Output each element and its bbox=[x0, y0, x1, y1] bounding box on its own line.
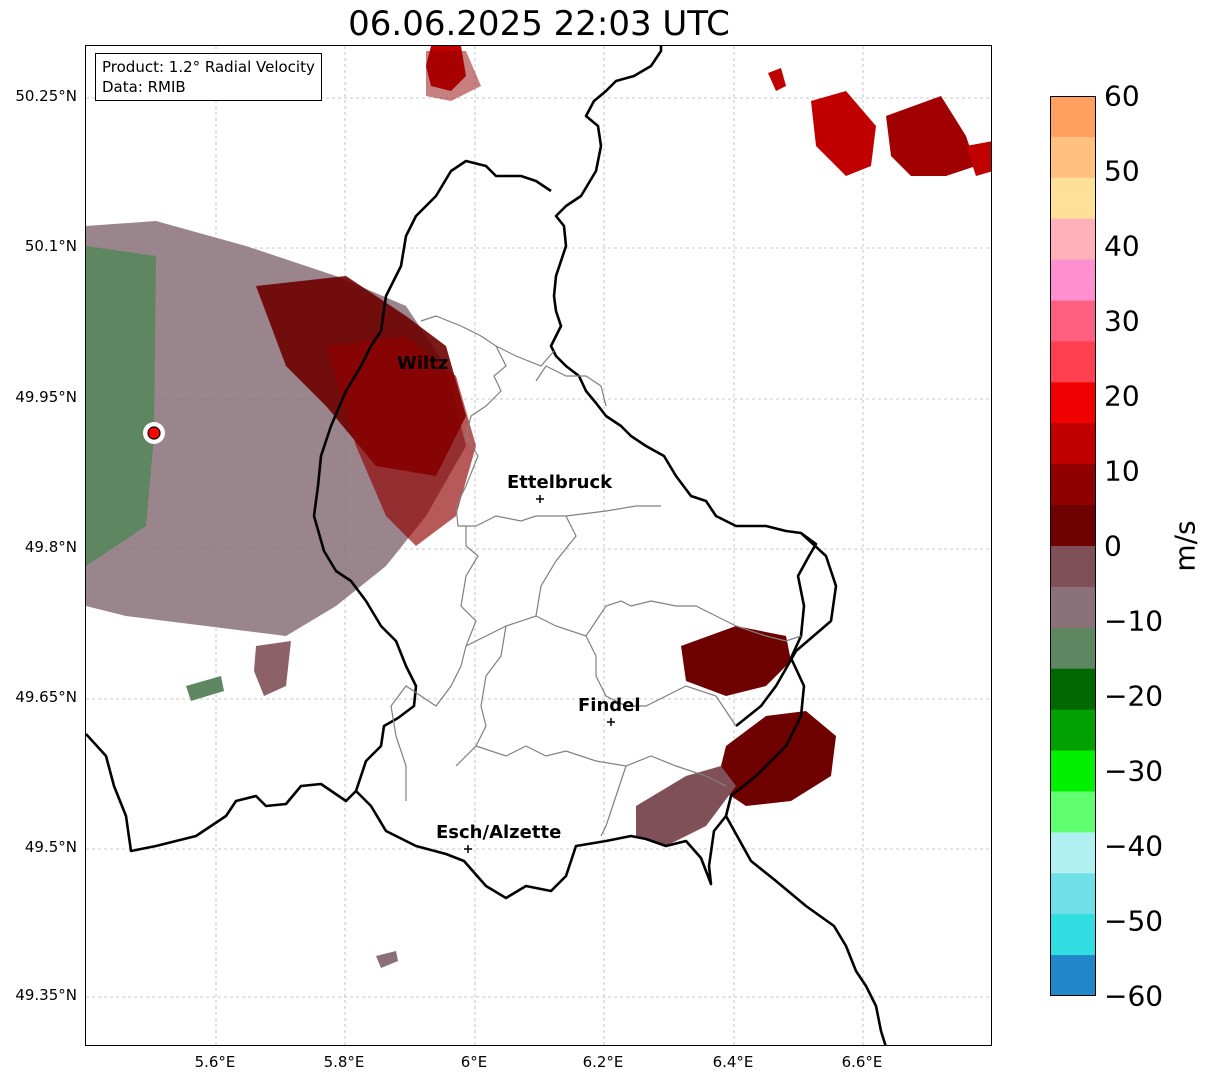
lat-label: 49.65°N bbox=[15, 688, 77, 706]
city-label-findel: Findel bbox=[578, 695, 641, 716]
colorbar-segment bbox=[1050, 668, 1096, 711]
colorbar-tick-label: 20 bbox=[1104, 379, 1140, 413]
lat-label: 50.1°N bbox=[24, 237, 77, 255]
colorbar-tick-label: −20 bbox=[1104, 679, 1164, 713]
colorbar-segment bbox=[1050, 218, 1096, 261]
colorbar-tick-label: 0 bbox=[1104, 529, 1122, 563]
colorbar-segment bbox=[1050, 914, 1096, 956]
colorbar-segment bbox=[1050, 791, 1096, 833]
colorbar-segment bbox=[1050, 423, 1096, 465]
colorbar-segment bbox=[1050, 955, 1096, 996]
colorbar-segment bbox=[1050, 750, 1096, 792]
lat-label: 49.35°N bbox=[15, 986, 77, 1004]
colorbar-segment bbox=[1050, 709, 1096, 752]
velocity-colorbar bbox=[1050, 96, 1096, 996]
colorbar-tick-label: −50 bbox=[1104, 904, 1164, 938]
colorbar-frame bbox=[1050, 96, 1096, 996]
radar-site-marker bbox=[147, 426, 161, 440]
map-title: 06.06.2025 22:03 UTC bbox=[348, 4, 730, 44]
colorbar-segment bbox=[1050, 341, 1096, 383]
city-label-wiltz: Wiltz bbox=[397, 353, 448, 374]
colorbar-segment bbox=[1050, 832, 1096, 874]
product-info-box: Product: 1.2° Radial Velocity Data: RMIB bbox=[95, 53, 322, 101]
canton-boundaries bbox=[390, 315, 802, 837]
lon-label: 6.2°E bbox=[582, 1053, 624, 1071]
colorbar-segment bbox=[1050, 464, 1096, 506]
data-source-label: Data: RMIB bbox=[102, 78, 186, 96]
lon-label: 6.4°E bbox=[712, 1053, 754, 1071]
colorbar-segment bbox=[1050, 382, 1096, 424]
lat-label: 49.5°N bbox=[24, 838, 77, 856]
map-canvas: Wiltz Ettelbruck Findel Esch/Alzette bbox=[86, 46, 991, 1045]
city-label-esch-alzette: Esch/Alzette bbox=[436, 822, 561, 843]
lat-label: 49.8°N bbox=[24, 538, 77, 556]
lat-label: 50.25°N bbox=[15, 87, 77, 105]
radar-map: Wiltz Ettelbruck Findel Esch/Alzette Pro… bbox=[85, 45, 992, 1046]
colorbar-segment bbox=[1050, 873, 1096, 915]
colorbar-segment bbox=[1050, 505, 1096, 547]
colorbar-segment bbox=[1050, 136, 1096, 179]
colorbar-segment bbox=[1050, 546, 1096, 588]
colorbar-tick-label: 50 bbox=[1104, 154, 1140, 188]
lat-label: 49.95°N bbox=[15, 388, 77, 406]
colorbar-tick-label: −30 bbox=[1104, 754, 1164, 788]
lon-label: 5.8°E bbox=[323, 1053, 365, 1071]
colorbar-tick-label: 40 bbox=[1104, 229, 1140, 263]
colorbar-tick-label: −60 bbox=[1104, 979, 1164, 1013]
colorbar-tick-label: 60 bbox=[1104, 79, 1140, 113]
colorbar-segment bbox=[1050, 586, 1096, 629]
colorbar-unit-label: m/s bbox=[1168, 520, 1202, 572]
colorbar-segment bbox=[1050, 177, 1096, 220]
colorbar-segment bbox=[1050, 300, 1096, 342]
colorbar-tick-label: 30 bbox=[1104, 304, 1140, 338]
product-label: Product: 1.2° Radial Velocity bbox=[102, 58, 315, 76]
radar-echo-field bbox=[86, 221, 476, 636]
colorbar-segment bbox=[1050, 627, 1096, 670]
city-label-ettelbruck: Ettelbruck bbox=[507, 472, 613, 493]
storm-cells bbox=[186, 46, 991, 968]
lon-label: 5.6°E bbox=[194, 1053, 236, 1071]
city-markers bbox=[464, 495, 615, 853]
lon-label: 6°E bbox=[460, 1053, 488, 1071]
colorbar-tick-label: −10 bbox=[1104, 604, 1164, 638]
colorbar-tick-label: 10 bbox=[1104, 454, 1140, 488]
colorbar-tick-label: −40 bbox=[1104, 829, 1164, 863]
colorbar-segment bbox=[1050, 96, 1096, 138]
colorbar-segment bbox=[1050, 259, 1096, 302]
lon-label: 6.6°E bbox=[841, 1053, 883, 1071]
